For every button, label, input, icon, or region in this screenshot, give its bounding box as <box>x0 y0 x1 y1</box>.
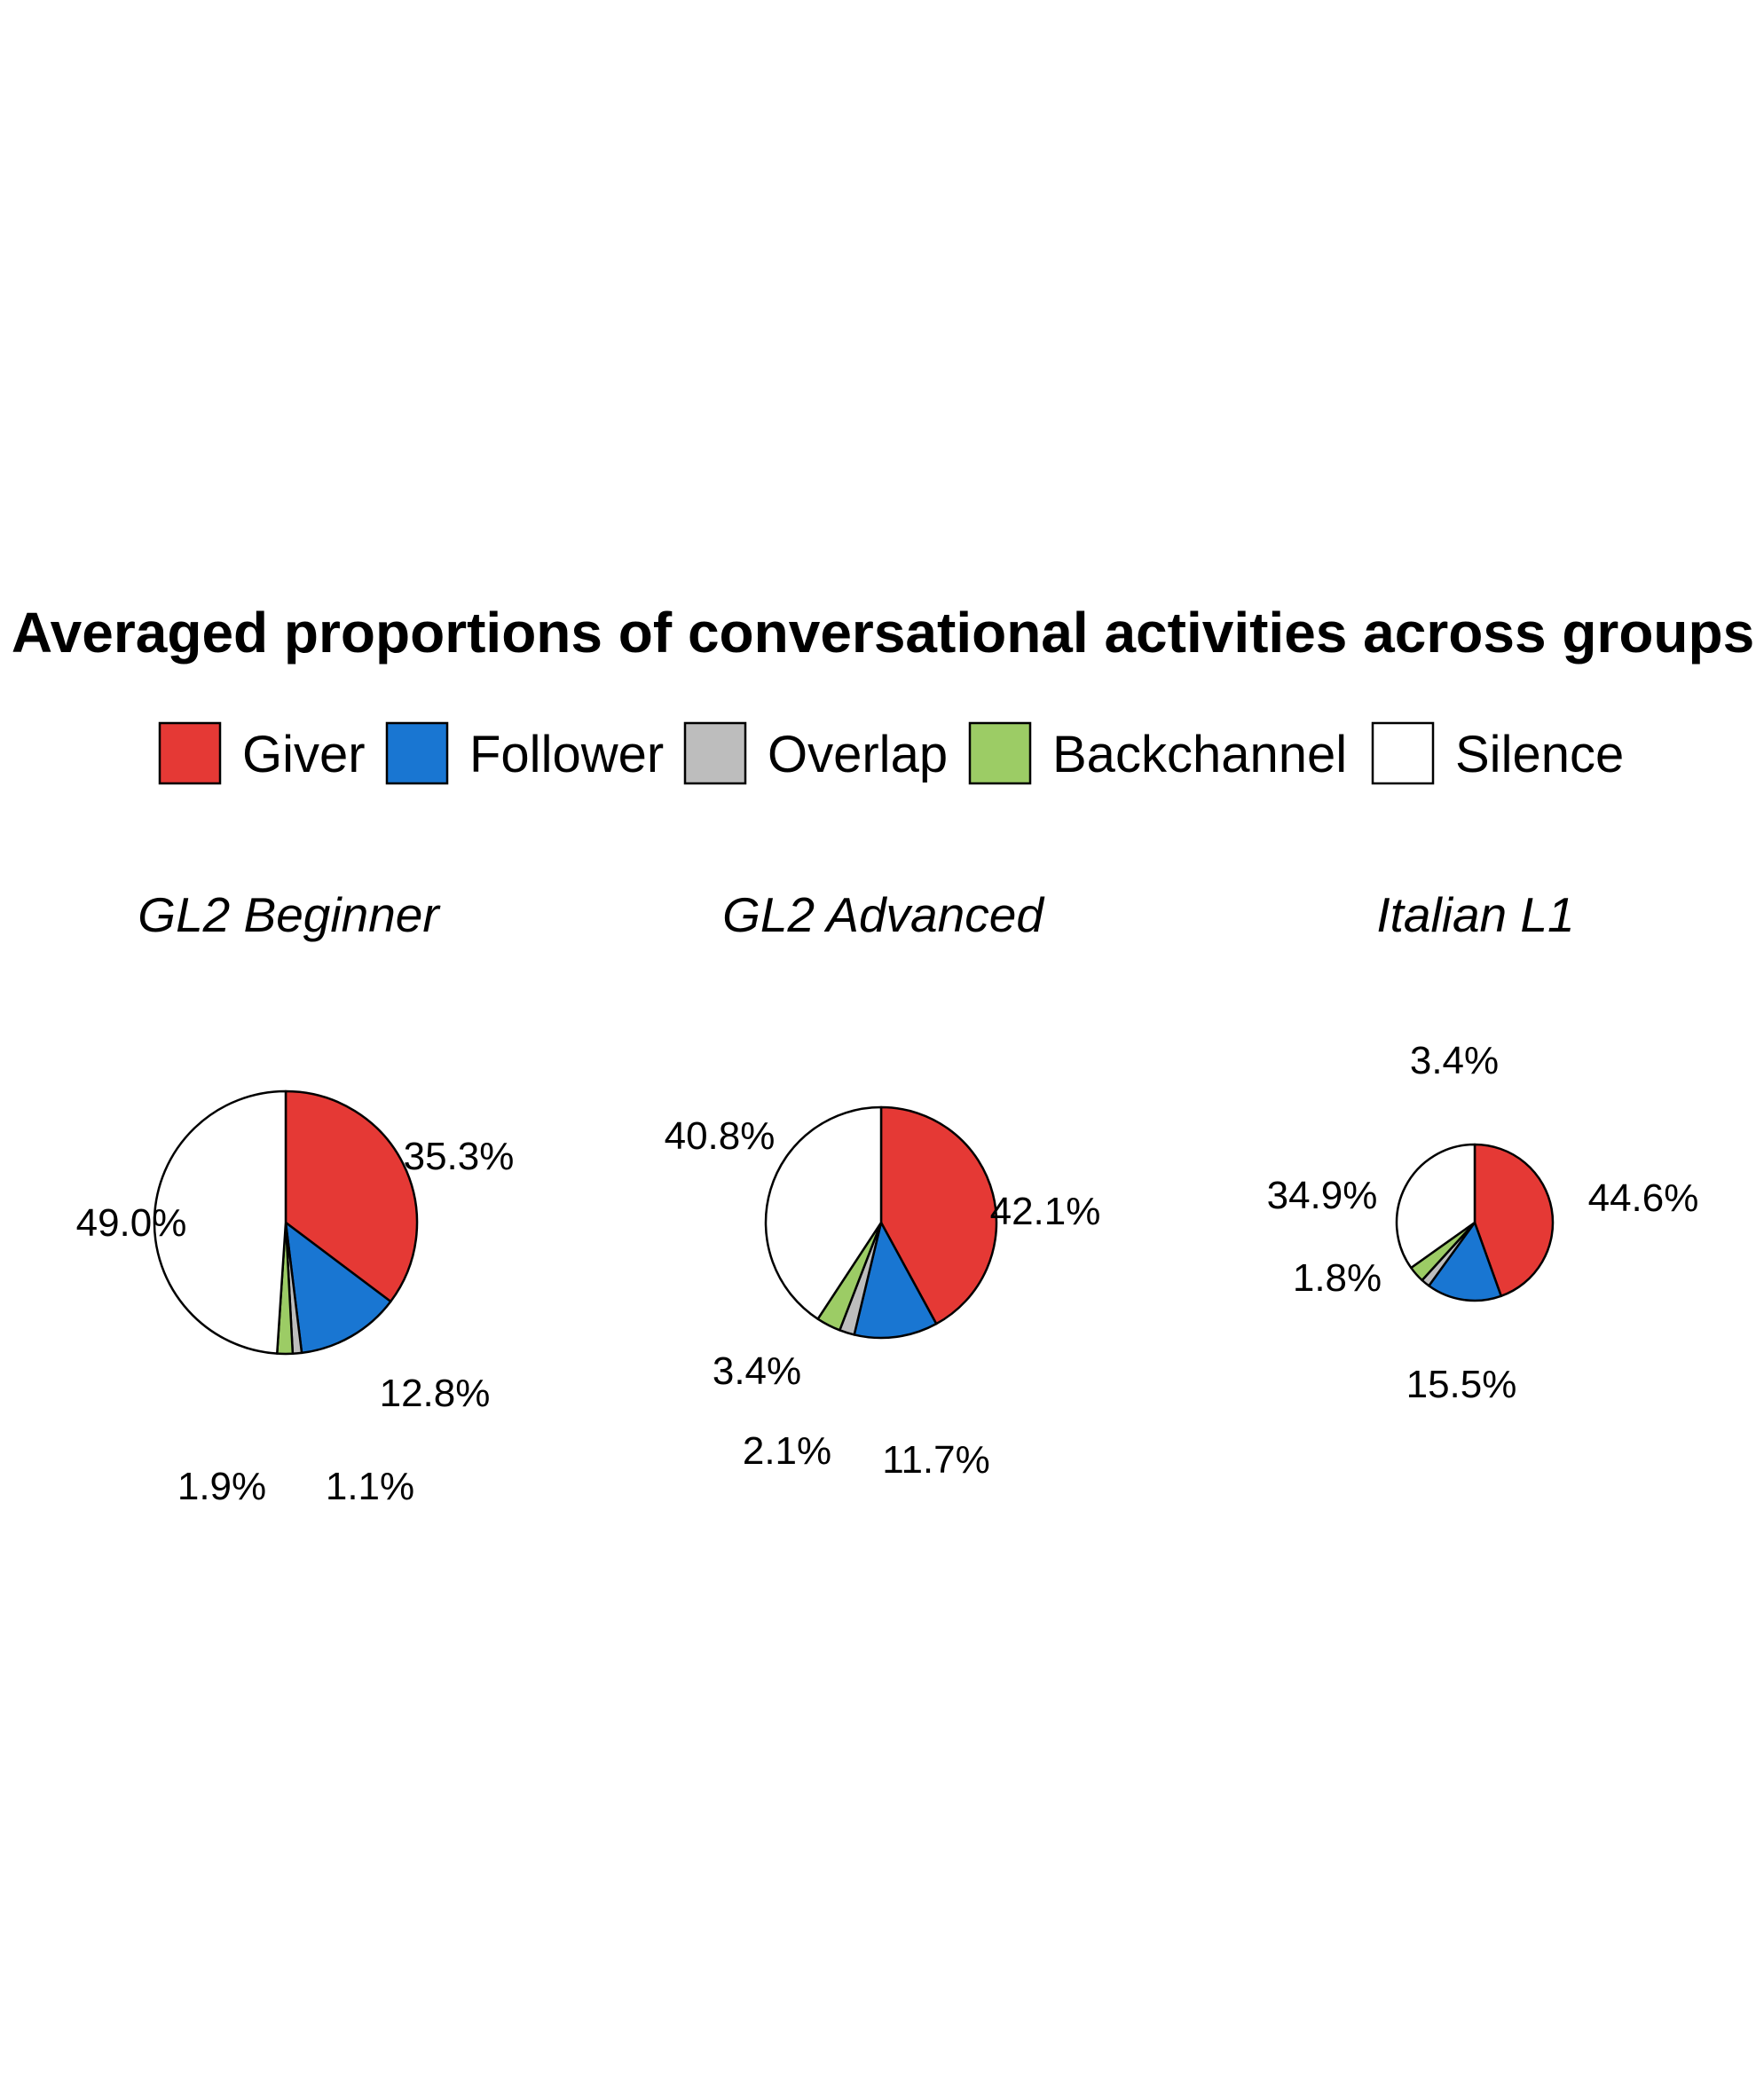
legend-item-overlap: Overlap <box>683 721 948 785</box>
legend-swatch-follower <box>385 721 449 785</box>
legend-swatch-overlap <box>683 721 747 785</box>
legend-swatch-backchannel <box>968 721 1032 785</box>
pie-label-gl2-advanced-backchannel: 3.4% <box>713 1349 801 1393</box>
legend-item-giver: Giver <box>158 721 366 785</box>
pie-label-gl2-advanced-giver: 42.1% <box>990 1190 1101 1233</box>
panel-title-italian-l1: Italian L1 <box>1376 887 1574 942</box>
chart-title: Averaged proportions of conversational a… <box>12 601 1754 665</box>
pie-panel-gl2-beginner: GL2 Beginner 35.3% 12.8% 1.1% 1.9% 49.0% <box>76 887 515 1508</box>
pie-slice-gl2-beginner-silence <box>153 1089 287 1355</box>
pie-slice-italian-l1-silence <box>1395 1143 1476 1270</box>
legend-item-follower: Follower <box>385 721 664 785</box>
panel-title-gl2-advanced: GL2 Advanced <box>722 887 1045 942</box>
panel-title-gl2-beginner: GL2 Beginner <box>138 887 441 942</box>
pie-label-gl2-beginner-follower: 12.8% <box>380 1372 491 1415</box>
legend-item-silence: Silence <box>1371 721 1624 785</box>
legend-label-giver: Giver <box>242 726 366 783</box>
pie-panels: GL2 Beginner 35.3% 12.8% 1.1% 1.9% 49.0% GL2 A… <box>76 887 1699 1508</box>
legend-label-silence: Silence <box>1455 726 1624 783</box>
pie-label-italian-l1-overlap: 1.8% <box>1293 1256 1382 1300</box>
legend-item-backchannel: Backchannel <box>968 721 1347 785</box>
pie-slice-gl2-advanced-silence <box>764 1105 883 1320</box>
pie-label-gl2-beginner-silence: 49.0% <box>76 1201 187 1245</box>
legend-label-follower: Follower <box>469 726 664 783</box>
pie-label-gl2-beginner-giver: 35.3% <box>404 1135 515 1178</box>
legend-swatch-silence <box>1371 721 1435 785</box>
legend-label-backchannel: Backchannel <box>1052 726 1347 783</box>
pie-label-gl2-beginner-overlap: 1.1% <box>326 1465 414 1508</box>
pie-label-gl2-beginner-backchannel: 1.9% <box>177 1465 266 1508</box>
pie-label-italian-l1-backchannel: 3.4% <box>1410 1039 1499 1082</box>
pie-panel-italian-l1: Italian L1 44.6% 15.5% 1.8% 3.4% 34.9% <box>1267 887 1699 1406</box>
pie-slice-italian-l1-giver <box>1473 1143 1555 1298</box>
pie-slice-gl2-beginner-follower <box>284 1221 392 1355</box>
pie-slice-gl2-beginner-giver <box>284 1089 419 1303</box>
legend: Giver Follower Overlap Backchannel Silence <box>158 721 1624 785</box>
pie-panel-gl2-advanced: GL2 Advanced 42.1% 11.7% 2.1% 3.4% 40.8% <box>665 887 1101 1482</box>
legend-label-overlap: Overlap <box>768 726 948 783</box>
pie-slice-italian-l1-follower <box>1428 1221 1502 1302</box>
pie-label-gl2-advanced-silence: 40.8% <box>665 1114 776 1158</box>
pie-label-gl2-advanced-follower: 11.7% <box>882 1438 990 1482</box>
pie-label-gl2-advanced-overlap: 2.1% <box>743 1429 831 1473</box>
pie-label-italian-l1-giver: 44.6% <box>1588 1176 1699 1220</box>
legend-swatch-giver <box>158 721 222 785</box>
pie-slice-gl2-advanced-giver <box>879 1105 998 1325</box>
pie-label-italian-l1-follower: 15.5% <box>1406 1363 1517 1406</box>
pie-label-italian-l1-silence: 34.9% <box>1267 1174 1378 1217</box>
